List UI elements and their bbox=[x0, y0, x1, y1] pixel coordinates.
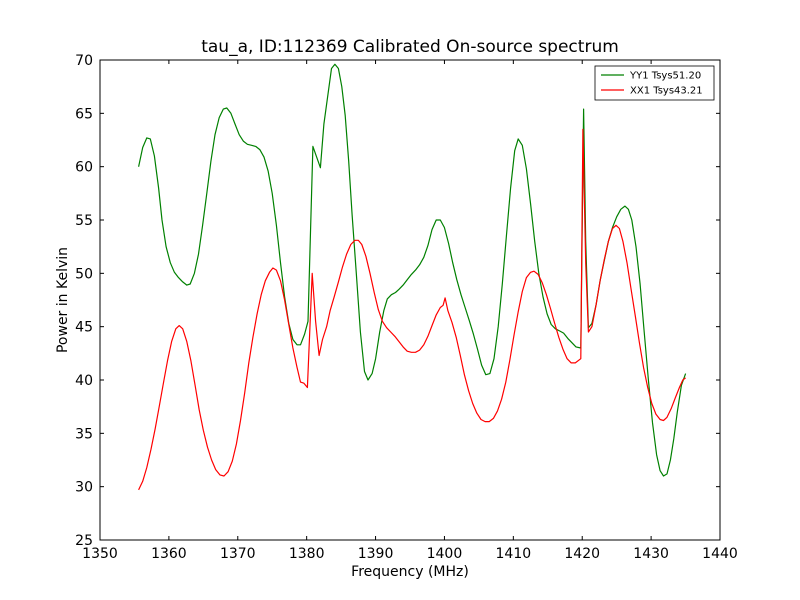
x-tick-label: 1400 bbox=[427, 546, 463, 562]
y-tick-label: 45 bbox=[75, 320, 93, 336]
y-tick-label: 40 bbox=[75, 373, 93, 389]
y-tick-label: 70 bbox=[75, 53, 93, 69]
ticks-layer: 1350 1360 1370 1380 1390 1400 1410 1420 1430 1440… bbox=[75, 53, 738, 562]
x-tick-label: 1410 bbox=[496, 546, 532, 562]
x-tick-label: 1380 bbox=[289, 546, 325, 562]
plot-frame bbox=[99, 59, 721, 541]
series-layer bbox=[138, 63, 687, 491]
legend-label-xx1: XX1 Tsys43.21 bbox=[630, 86, 703, 97]
x-axis-label: Frequency (MHz) bbox=[351, 564, 469, 580]
plot-area bbox=[100, 60, 720, 540]
y-tick-label: 50 bbox=[75, 266, 93, 282]
x-tick-label: 1360 bbox=[151, 546, 187, 562]
series-line-xx1 bbox=[138, 128, 686, 491]
x-tick-label: 1390 bbox=[358, 546, 394, 562]
legend: YY1 Tsys51.20 XX1 Tsys43.21 bbox=[594, 65, 715, 101]
chart-title: tau_a, ID:112369 Calibrated On-source sp… bbox=[201, 37, 619, 57]
x-tick-label: 1370 bbox=[220, 546, 256, 562]
x-tick-label: 1430 bbox=[633, 546, 669, 562]
y-tick-label: 65 bbox=[75, 106, 93, 122]
x-tick-label: 1350 bbox=[82, 546, 118, 562]
y-tick-label: 55 bbox=[75, 213, 93, 229]
y-axis-label: Power in Kelvin bbox=[55, 247, 71, 353]
x-tick-label: 1420 bbox=[564, 546, 600, 562]
y-tick-label: 30 bbox=[75, 480, 93, 496]
y-tick-label: 60 bbox=[75, 160, 93, 176]
y-tick-label: 35 bbox=[75, 426, 93, 442]
x-tick-label: 1440 bbox=[702, 546, 738, 562]
legend-box bbox=[594, 65, 715, 101]
y-tick-label: 25 bbox=[75, 533, 93, 549]
legend-label-yy1: YY1 Tsys51.20 bbox=[629, 71, 701, 82]
